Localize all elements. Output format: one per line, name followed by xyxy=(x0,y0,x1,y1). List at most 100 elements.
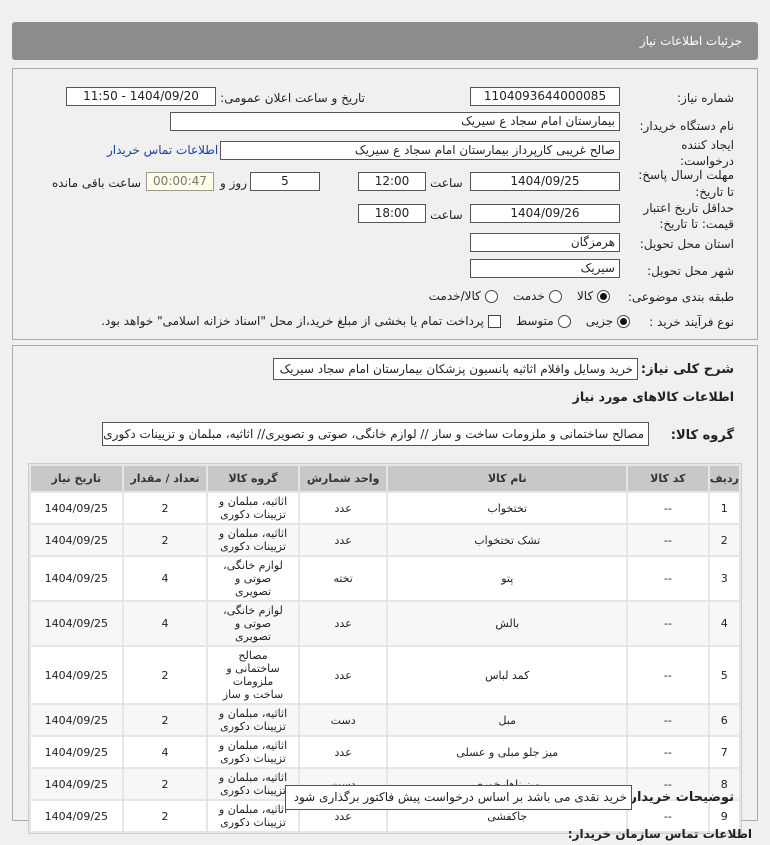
validity-date-field: 1404/09/26 xyxy=(470,204,620,223)
table-cell: 1404/09/25 xyxy=(31,557,122,600)
table-cell: 2 xyxy=(123,769,207,799)
deadline-time-field: 12:00 xyxy=(358,172,426,191)
deadline-time-label: ساعت xyxy=(430,176,463,190)
column-header: نام کالا xyxy=(388,466,627,491)
creator-label-2: درخواست: xyxy=(680,154,734,168)
table-cell: پتو xyxy=(388,557,627,600)
table-cell: -- xyxy=(628,493,708,523)
category-radio-goods-service[interactable] xyxy=(484,290,498,303)
category-goods-label: کالا xyxy=(576,289,594,303)
table-cell: تخته xyxy=(299,557,387,600)
table-cell: تشک تختخواب xyxy=(388,525,627,555)
column-header: تعداد / مقدار xyxy=(123,466,207,491)
category-radio-goods[interactable] xyxy=(597,290,610,303)
need-number-field: 1104093644000085 xyxy=(470,87,620,106)
table-cell: -- xyxy=(628,801,708,831)
process-radio-minor[interactable] xyxy=(617,315,630,328)
creator-field: صالح غریبی کارپرداز بیمارستان امام سجاد … xyxy=(220,141,620,160)
table-cell: 2 xyxy=(123,493,207,523)
table-cell: بالش xyxy=(388,602,627,645)
table-cell: 1404/09/25 xyxy=(31,801,122,831)
table-cell: -- xyxy=(628,647,708,703)
table-cell: -- xyxy=(628,602,708,645)
process-label: نوع فرآیند خرید : xyxy=(649,315,734,329)
buyer-label: نام دستگاه خریدار: xyxy=(639,119,735,133)
table-cell: -- xyxy=(628,769,708,799)
table-cell: -- xyxy=(628,737,708,767)
table-cell: اثاثیه، مبلمان و تزیینات دکوری xyxy=(208,801,298,831)
table-cell: 4 xyxy=(123,602,207,645)
table-row: 3 -- پتو تخته لوازم خانگی، صوتی و تصویری 4 140… xyxy=(31,557,739,600)
table-cell: -- xyxy=(628,525,708,555)
table-cell: 1404/09/25 xyxy=(31,602,122,645)
page-title: جزئیات اطلاعات نیاز xyxy=(639,34,742,48)
table-cell: 8 xyxy=(709,769,739,799)
table-cell: 2 xyxy=(123,525,207,555)
group-label: گروه کالا: xyxy=(670,428,734,443)
buyer-contact-title: اطلاعات تماس سازمان خریدار: xyxy=(567,827,752,841)
buyer-contact-link[interactable]: اطلاعات تماس خریدار xyxy=(107,143,219,157)
table-cell: 5 xyxy=(709,647,739,703)
table-cell: کمد لباس xyxy=(388,647,627,703)
category-goods-service-label: کالا/خدمت xyxy=(428,289,481,303)
table-cell: اثاثیه، مبلمان و تزیینات دکوری xyxy=(208,737,298,767)
process-medium-label: متوسط xyxy=(515,314,554,328)
table-cell: 4 xyxy=(123,737,207,767)
table-cell: 2 xyxy=(709,525,739,555)
table-row: 5 -- کمد لباس عدد مصالح ساختمانی و ملزومات س… xyxy=(31,647,739,703)
table-cell: 3 xyxy=(709,557,739,600)
remaining-label: ساعت باقی مانده xyxy=(52,176,142,190)
category-radio-group: کالا خدمت کالا/خدمت xyxy=(429,288,610,304)
table-cell: عدد xyxy=(299,737,387,767)
category-service-label: خدمت xyxy=(512,289,545,303)
buyer-field: بیمارستان امام سجاد ع سیریک xyxy=(170,112,620,131)
table-cell: 2 xyxy=(123,705,207,735)
category-radio-service[interactable] xyxy=(548,290,562,303)
column-header: واحد شمارش xyxy=(299,466,387,491)
creator-label: ایجاد کننده xyxy=(681,138,734,152)
table-cell: 2 xyxy=(123,801,207,831)
city-label: شهر محل تحویل: xyxy=(647,264,734,278)
goods-table: ردیف کد کالا نام کالا واحد شمارش گروه کالا تع… xyxy=(28,463,742,834)
table-cell: مصالح ساختمانی و ملزومات ساخت و ساز xyxy=(208,647,298,703)
table-cell: -- xyxy=(628,705,708,735)
remaining-time-field: 00:00:47 xyxy=(146,172,214,191)
table-cell: اثاثیه، مبلمان و تزیینات دکوری xyxy=(208,525,298,555)
announce-label: تاریخ و ساعت اعلان عمومی: xyxy=(220,91,365,105)
remarks-field: خرید نقدی می باشد بر اساس درخواست پیش فا… xyxy=(285,785,632,810)
table-cell: -- xyxy=(628,557,708,600)
table-cell: اثاثیه، مبلمان و تزیینات دکوری xyxy=(208,769,298,799)
province-field: هرمزگان xyxy=(470,233,620,252)
need-number-label: شماره نیاز: xyxy=(677,91,734,105)
table-cell: عدد xyxy=(299,525,387,555)
deadline-date-field: 1404/09/25 xyxy=(470,172,620,191)
deadline-label-2: تا تاریخ: xyxy=(695,185,734,199)
table-cell: لوازم خانگی، صوتی و تصویری xyxy=(208,602,298,645)
days-label: روز و xyxy=(220,176,247,190)
table-cell: 1404/09/25 xyxy=(31,705,122,735)
table-cell: 7 xyxy=(709,737,739,767)
table-cell: تختخواب xyxy=(388,493,627,523)
category-label: طبقه بندی موضوعی: xyxy=(627,290,734,304)
summary-field: خرید وسایل واقلام اثاثیه پانسیون پزشکان … xyxy=(273,358,638,380)
table-cell: میز جلو مبلی و عسلی xyxy=(388,737,627,767)
payment-checkbox[interactable] xyxy=(487,315,501,328)
table-cell: عدد xyxy=(299,493,387,523)
validity-label: حداقل تاریخ اعتبار xyxy=(643,201,734,215)
city-field: سیریک xyxy=(470,259,620,278)
table-cell: دست xyxy=(299,705,387,735)
table-cell: 1 xyxy=(709,493,739,523)
validity-time-label: ساعت xyxy=(430,208,463,222)
deadline-label: مهلت ارسال پاسخ: xyxy=(638,168,734,182)
table-cell: 1404/09/25 xyxy=(31,525,122,555)
process-radio-medium[interactable] xyxy=(557,315,571,328)
table-cell: مبل xyxy=(388,705,627,735)
goods-info-title: اطلاعات کالاهای مورد نیاز xyxy=(572,389,734,404)
table-cell: 2 xyxy=(123,647,207,703)
table-row: 2 -- تشک تختخواب عدد اثاثیه، مبلمان و تزیینا… xyxy=(31,525,739,555)
payment-note: پرداخت تمام یا بخشی از مبلغ خرید،از محل … xyxy=(101,314,484,328)
column-header: کد کالا xyxy=(628,466,708,491)
page-header: جزئیات اطلاعات نیاز xyxy=(12,22,758,60)
process-minor-label: جزیی xyxy=(585,314,614,328)
table-cell: 1404/09/25 xyxy=(31,493,122,523)
